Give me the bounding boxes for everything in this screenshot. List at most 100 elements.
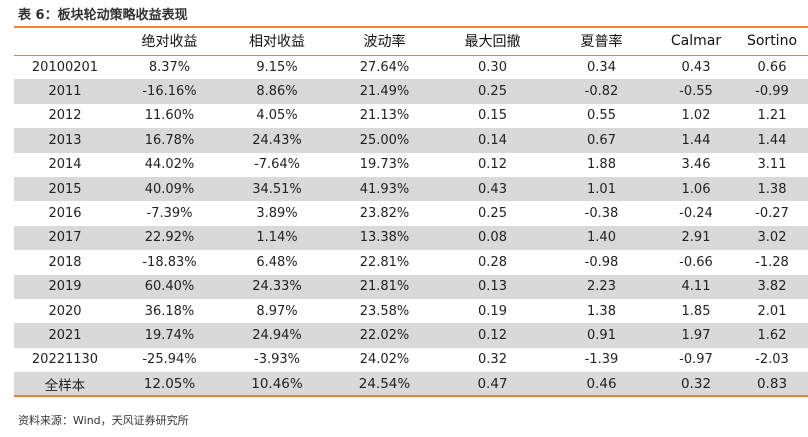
cell-volatility: 22.81% (359, 254, 410, 270)
cell-calmar: -0.66 (679, 254, 713, 270)
cell-sharpe: -0.38 (584, 206, 619, 222)
cell-sharpe: 0.67 (547, 128, 656, 153)
table-row: 2021 19.74% 24.94% 22.02% 0.12 0.91 1.97 1.62 (14, 323, 808, 348)
cell-absolute-return: 40.09% (116, 176, 223, 202)
cell-relative-return: 6.48% (256, 254, 298, 270)
cell-absolute-return: 19.74% (116, 323, 223, 348)
cell-sortino: 0.66 (757, 59, 787, 75)
table-row: 2013 16.78% 24.43% 25.00% 0.14 0.67 1.44 1.44 (14, 128, 808, 153)
cell-max-drawdown: 0.28 (478, 254, 507, 270)
cell-absolute-return: 11.60% (144, 108, 195, 124)
table-row: 2018 -18.83% 6.48% 22.81% 0.28 -0.98 -0.66 -1.2… (14, 250, 808, 274)
row-label: 20100201 (31, 59, 99, 75)
cell-calmar: 4.11 (656, 274, 736, 299)
cell-sortino: 1.44 (736, 128, 808, 153)
table-row: 20221130 -25.94% -3.93% 24.02% 0.32 -1.39 -0.9… (14, 348, 808, 372)
table-header-row: 绝对收益 相对收益 波动率 最大回撤 夏普率 Calmar Sortino (14, 26, 808, 56)
row-label: 20221130 (31, 352, 99, 368)
cell-absolute-return: -25.94% (142, 352, 197, 368)
row-label: 2020 (48, 303, 82, 319)
table-row: 2016 -7.39% 3.89% 23.82% 0.25 -0.38 -0.24 -0.27 (14, 201, 808, 225)
cell-sortino: 1.21 (757, 108, 787, 124)
row-label: 2013 (14, 128, 116, 153)
cell-volatility: 21.13% (359, 108, 410, 124)
row-label: 2017 (14, 225, 116, 251)
row-label: 2021 (14, 323, 116, 348)
cell-max-drawdown: 0.15 (478, 108, 507, 124)
cell-sharpe: 0.55 (587, 108, 616, 124)
cell-volatility: 21.49% (331, 79, 438, 104)
cell-sortino: -2.03 (755, 352, 789, 368)
cell-sharpe: 2.23 (547, 274, 656, 299)
cell-sortino: 0.83 (736, 372, 808, 398)
row-label: 2014 (48, 157, 82, 173)
source-note: 资料来源：Wind，天风证券研究所 (18, 414, 189, 427)
cell-volatility: 25.00% (331, 128, 438, 153)
cell-relative-return: 8.86% (223, 79, 331, 104)
cell-sharpe: 0.46 (547, 372, 656, 398)
cell-volatility: 27.64% (359, 59, 410, 75)
cell-sharpe: 1.01 (547, 176, 656, 202)
row-label: 2016 (48, 206, 82, 222)
cell-calmar: 0.43 (681, 59, 711, 75)
table-row: 2017 22.92% 1.14% 13.38% 0.08 1.40 2.91 3.02 (14, 225, 808, 251)
performance-table: 绝对收益 相对收益 波动率 最大回撤 夏普率 Calmar Sortino 20… (14, 26, 808, 398)
cell-relative-return: 3.89% (256, 206, 298, 222)
cell-sortino: 3.11 (757, 157, 787, 173)
table-row: 2012 11.60% 4.05% 21.13% 0.15 0.55 1.02 1.21 (14, 104, 808, 128)
header-sharpe: 夏普率 (547, 26, 656, 56)
cell-volatility: 13.38% (331, 225, 438, 251)
cell-relative-return: 24.33% (223, 274, 331, 299)
cell-sharpe: -1.39 (584, 352, 619, 368)
cell-max-drawdown: 0.30 (478, 59, 507, 75)
cell-calmar: -0.55 (656, 79, 736, 104)
cell-max-drawdown: 0.43 (438, 176, 547, 202)
cell-max-drawdown: 0.19 (478, 303, 507, 319)
table-row: 2011 -16.16% 8.86% 21.49% 0.25 -0.82 -0.55 -0.9… (14, 79, 808, 104)
header-sortino: Sortino (736, 26, 808, 56)
cell-absolute-return: -16.16% (116, 79, 223, 104)
cell-calmar: 1.06 (656, 176, 736, 202)
cell-max-drawdown: 0.25 (478, 206, 507, 222)
cell-relative-return: 24.43% (223, 128, 331, 153)
row-label: 2018 (48, 254, 82, 270)
cell-calmar: 3.46 (681, 157, 711, 173)
cell-sortino: 1.38 (736, 176, 808, 202)
cell-max-drawdown: 0.12 (478, 157, 507, 173)
table-caption: 表 6：板块轮动策略收益表现 (18, 8, 188, 23)
cell-max-drawdown: 0.32 (478, 352, 507, 368)
cell-sharpe: 0.34 (587, 59, 616, 75)
cell-absolute-return: 22.92% (116, 225, 223, 251)
cell-sortino: 3.82 (736, 274, 808, 299)
cell-max-drawdown: 0.25 (438, 79, 547, 104)
header-relative-return: 相对收益 (223, 26, 331, 56)
cell-relative-return: -7.64% (254, 157, 300, 173)
cell-relative-return: 1.14% (223, 225, 331, 251)
performance-table-wrapper: 绝对收益 相对收益 波动率 最大回撤 夏普率 Calmar Sortino 20… (14, 26, 808, 398)
cell-relative-return: 24.94% (223, 323, 331, 348)
cell-volatility: 21.81% (331, 274, 438, 299)
cell-relative-return: 8.97% (256, 303, 298, 319)
cell-absolute-return: 16.78% (116, 128, 223, 153)
cell-sharpe: 0.91 (547, 323, 656, 348)
cell-sortino: 3.02 (736, 225, 808, 251)
cell-volatility: 41.93% (331, 176, 438, 202)
cell-max-drawdown: 0.13 (438, 274, 547, 299)
cell-sortino: 2.01 (757, 303, 787, 319)
row-label: 2012 (48, 108, 82, 124)
header-absolute-return: 绝对收益 (116, 26, 223, 56)
table-row: 20100201 8.37% 9.15% 27.64% 0.30 0.34 0.43 0.66 (14, 55, 808, 79)
cell-volatility: 23.58% (359, 303, 410, 319)
header-max-drawdown: 最大回撤 (438, 26, 547, 56)
cell-absolute-return: -7.39% (146, 206, 193, 222)
row-label: 2019 (14, 274, 116, 299)
table-row: 2019 60.40% 24.33% 21.81% 0.13 2.23 4.11 3.82 (14, 274, 808, 299)
cell-sharpe: -0.98 (584, 254, 619, 270)
cell-relative-return: 4.05% (256, 108, 298, 124)
cell-volatility: 23.82% (359, 206, 410, 222)
cell-calmar: 1.85 (681, 303, 711, 319)
cell-absolute-return: -18.83% (142, 254, 197, 270)
row-label: 2015 (14, 176, 116, 202)
cell-volatility: 24.54% (331, 372, 438, 398)
cell-calmar: 1.97 (656, 323, 736, 348)
